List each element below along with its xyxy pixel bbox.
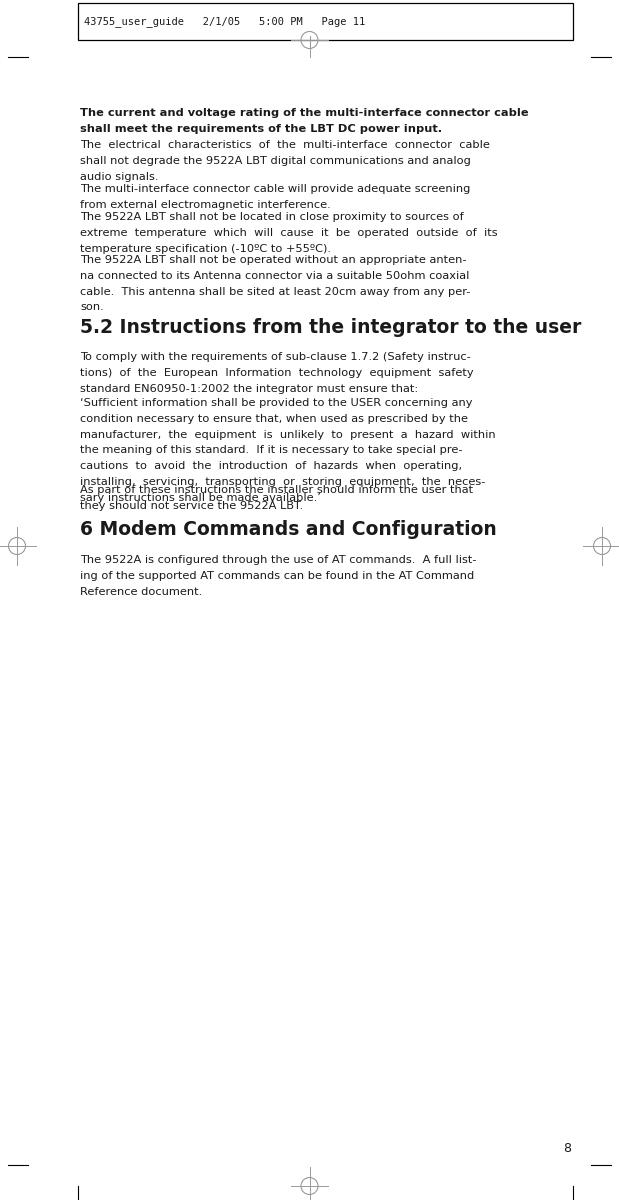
- Text: The multi-interface connector cable will provide adequate screening: The multi-interface connector cable will…: [80, 184, 470, 194]
- Text: 43755_user_guide   2/1/05   5:00 PM   Page 11: 43755_user_guide 2/1/05 5:00 PM Page 11: [84, 16, 365, 26]
- Text: The 9522A LBT shall not be located in close proximity to sources of: The 9522A LBT shall not be located in cl…: [80, 212, 464, 222]
- Text: the meaning of this standard.  If it is necessary to take special pre-: the meaning of this standard. If it is n…: [80, 445, 462, 456]
- Text: son.: son.: [80, 302, 104, 312]
- Text: extreme  temperature  which  will  cause  it  be  operated  outside  of  its: extreme temperature which will cause it …: [80, 228, 498, 238]
- Text: The 9522A is configured through the use of AT commands.  A full list-: The 9522A is configured through the use …: [80, 554, 477, 565]
- Text: tions)  of  the  European  Information  technology  equipment  safety: tions) of the European Information techn…: [80, 367, 474, 378]
- Text: temperature specification (-10ºC to +55ºC).: temperature specification (-10ºC to +55º…: [80, 244, 331, 253]
- Text: ing of the supported AT commands can be found in the AT Command: ing of the supported AT commands can be …: [80, 571, 474, 581]
- Text: The  electrical  characteristics  of  the  multi-interface  connector  cable: The electrical characteristics of the mu…: [80, 140, 490, 150]
- Text: shall not degrade the 9522A LBT digital communications and analog: shall not degrade the 9522A LBT digital …: [80, 156, 471, 166]
- Text: condition necessary to ensure that, when used as prescribed by the: condition necessary to ensure that, when…: [80, 414, 468, 424]
- Text: To comply with the requirements of sub-clause 1.7.2 (Safety instruc-: To comply with the requirements of sub-c…: [80, 352, 471, 362]
- Text: 8: 8: [563, 1141, 571, 1154]
- FancyBboxPatch shape: [78, 2, 573, 40]
- Text: they should not service the 9522A LBT.: they should not service the 9522A LBT.: [80, 500, 303, 511]
- Text: Reference document.: Reference document.: [80, 587, 202, 596]
- Text: 6 Modem Commands and Configuration: 6 Modem Commands and Configuration: [80, 520, 497, 539]
- Text: ‘Sufficient information shall be provided to the USER concerning any: ‘Sufficient information shall be provide…: [80, 398, 472, 408]
- Text: cautions  to  avoid  the  introduction  of  hazards  when  operating,: cautions to avoid the introduction of ha…: [80, 461, 462, 472]
- Text: shall meet the requirements of the LBT DC power input.: shall meet the requirements of the LBT D…: [80, 124, 442, 133]
- Text: installing,  servicing,  transporting  or  storing  equipment,  the  neces-: installing, servicing, transporting or s…: [80, 476, 485, 487]
- Text: cable.  This antenna shall be sited at least 20cm away from any per-: cable. This antenna shall be sited at le…: [80, 287, 470, 296]
- Text: from external electromagnetic interference.: from external electromagnetic interferen…: [80, 199, 331, 210]
- Text: The current and voltage rating of the multi-interface connector cable: The current and voltage rating of the mu…: [80, 108, 529, 118]
- Text: manufacturer,  the  equipment  is  unlikely  to  present  a  hazard  within: manufacturer, the equipment is unlikely …: [80, 430, 496, 439]
- Text: na connected to its Antenna connector via a suitable 50ohm coaxial: na connected to its Antenna connector vi…: [80, 271, 469, 281]
- Text: sary instructions shall be made available.’: sary instructions shall be made availabl…: [80, 493, 321, 503]
- Text: The 9522A LBT shall not be operated without an appropriate anten-: The 9522A LBT shall not be operated with…: [80, 256, 467, 265]
- Text: standard EN60950-1:2002 the integrator must ensure that:: standard EN60950-1:2002 the integrator m…: [80, 384, 418, 394]
- Text: audio signals.: audio signals.: [80, 172, 158, 181]
- Text: As part of these instructions the installer should inform the user that: As part of these instructions the instal…: [80, 485, 473, 494]
- Text: 5.2 Instructions from the integrator to the user: 5.2 Instructions from the integrator to …: [80, 318, 581, 337]
